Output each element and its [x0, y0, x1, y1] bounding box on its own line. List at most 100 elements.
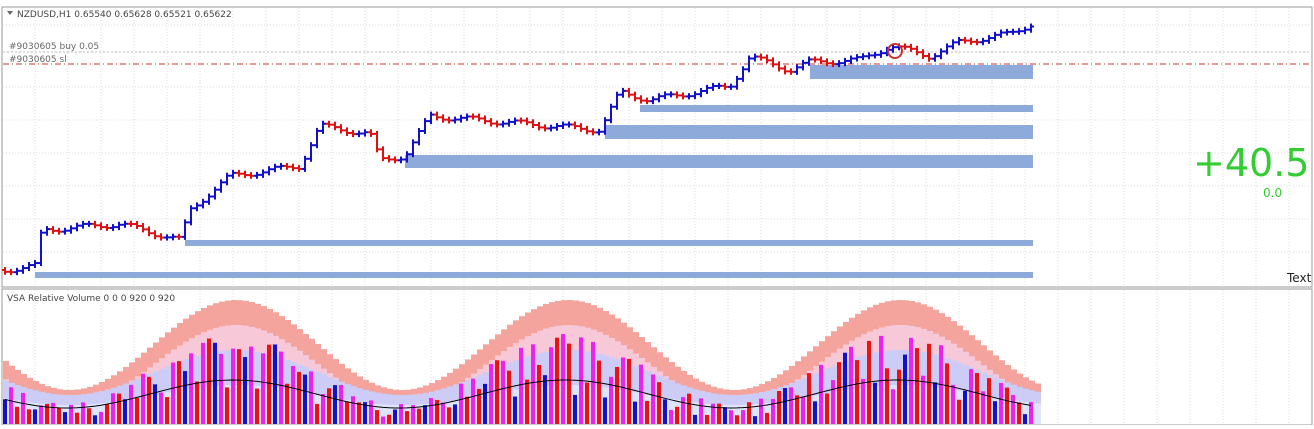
volume-bar [831, 380, 835, 424]
volume-bar [423, 405, 427, 424]
volume-bar [639, 364, 643, 424]
volume-bar [339, 384, 343, 424]
volume-bar [93, 415, 97, 424]
volume-bar [597, 360, 601, 424]
volume-bar [357, 402, 361, 424]
volume-bar [471, 378, 475, 424]
volume-bar [507, 370, 511, 424]
volume-bar [807, 373, 811, 424]
volume-bar [747, 402, 751, 424]
volume-bar [267, 344, 271, 424]
volume-bar [759, 398, 763, 424]
volume-bar [363, 402, 367, 424]
volume-bar [801, 396, 805, 424]
price-bars [2, 23, 1034, 276]
profit-sub: 0.0 [1263, 186, 1282, 200]
volume-bar [693, 414, 697, 424]
volume-bar [351, 396, 355, 424]
volume-bar [183, 371, 187, 424]
volume-bar [735, 415, 739, 424]
volume-bar [795, 395, 799, 424]
volume-bar [261, 353, 265, 424]
corner-label: Text [1286, 271, 1312, 285]
volume-bar [213, 342, 217, 424]
volume-bar [249, 346, 253, 424]
main-frame [1, 6, 1313, 288]
volume-bar [15, 406, 19, 424]
volume-bar [675, 406, 679, 424]
level-band [605, 125, 1033, 139]
band-base [1035, 403, 1041, 424]
volume-bar [399, 404, 403, 424]
volume-bar [243, 357, 247, 424]
volume-bar [75, 412, 79, 424]
band-base [381, 404, 387, 424]
volume-bar [69, 404, 73, 424]
level-band [35, 272, 1033, 278]
volume-bar [525, 379, 529, 424]
volume-bar [417, 408, 421, 424]
volume-bar [285, 383, 289, 424]
volume-bar [405, 411, 409, 424]
volume-bar [717, 403, 721, 424]
volume-bar [861, 378, 865, 424]
volume-bar [477, 388, 481, 424]
volume-bar [681, 397, 685, 424]
volume-bar [141, 373, 145, 424]
volume-bar [81, 402, 85, 424]
volume-bar [117, 393, 121, 424]
volume-bar [771, 398, 775, 424]
band-base [93, 403, 99, 424]
band-base [1023, 402, 1029, 424]
volume-bar [129, 384, 133, 424]
volume-bar [723, 407, 727, 424]
volume-bar [501, 360, 505, 424]
volume-bar [429, 398, 433, 424]
volume-bar [63, 412, 67, 424]
volume-bar [843, 352, 847, 424]
volume-bar [333, 385, 337, 424]
volume-bar [147, 376, 151, 424]
volume-panel [3, 300, 1041, 424]
volume-bar [495, 360, 499, 424]
volume-bar [615, 366, 619, 424]
volume-bar [603, 397, 607, 424]
volume-bar [159, 392, 163, 424]
volume-bar [753, 416, 757, 424]
volume-bar [453, 404, 457, 424]
volume-bar [951, 384, 955, 424]
volume-bar [387, 414, 391, 424]
volume-bar [27, 409, 31, 424]
volume-bar [435, 399, 439, 424]
volume-bar [447, 407, 451, 424]
volume-bar [483, 383, 487, 424]
volume-bar [657, 382, 661, 424]
level-band [405, 155, 1033, 168]
volume-bar [561, 334, 565, 424]
band-base [753, 404, 759, 424]
volume-bar [963, 390, 967, 424]
marker [887, 43, 903, 59]
volume-bar [99, 411, 103, 424]
volume-bar [813, 401, 817, 424]
level-bands [35, 65, 1033, 278]
volume-bar [393, 409, 397, 424]
volume-bar [297, 371, 301, 424]
volume-bar [687, 393, 691, 424]
volume-bar [465, 396, 469, 424]
volume-bar [537, 364, 541, 424]
volume-bar [309, 371, 313, 424]
volume-bar [33, 409, 37, 424]
volume-bar [837, 362, 841, 424]
volume-bar [711, 403, 715, 424]
volume-bar [21, 392, 25, 424]
volume-bar [945, 363, 949, 424]
volume-bar [291, 366, 295, 424]
volume-bar [993, 401, 997, 424]
volume-bar [765, 412, 769, 424]
volume-bar [105, 404, 109, 424]
volume-bar [651, 374, 655, 424]
volume-bar [549, 347, 553, 424]
volume-bar [741, 410, 745, 424]
volume-bar [9, 387, 13, 424]
